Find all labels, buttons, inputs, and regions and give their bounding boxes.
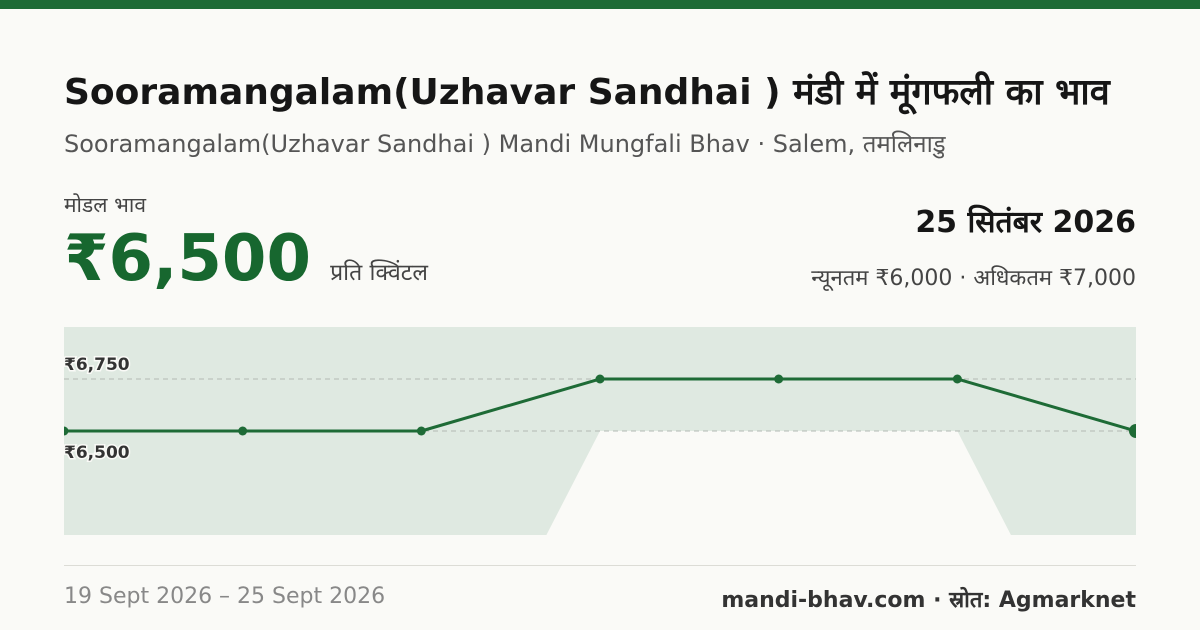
data-point <box>238 426 248 436</box>
price-unit: प्रति क्विंटल <box>330 260 428 286</box>
y-tick-label: ₹6,500 <box>64 443 130 463</box>
data-point <box>416 426 426 436</box>
modal-price-label: मोडल भाव <box>64 193 147 217</box>
footer-divider <box>64 565 1136 566</box>
min-max-price: न्यूनतम ₹6,000 · अधिकतम ₹7,000 <box>811 266 1136 291</box>
data-point <box>64 426 69 436</box>
date-range: 19 Sept 2026 – 25 Sept 2026 <box>64 584 386 609</box>
latest-data-point <box>1129 424 1136 438</box>
data-point <box>952 374 962 384</box>
y-tick-label: ₹6,750 <box>64 355 130 375</box>
page-subtitle: Sooramangalam(Uzhavar Sandhai ) Mandi Mu… <box>64 130 946 158</box>
price-date: 25 सितंबर 2026 <box>915 205 1136 240</box>
modal-price-value: ₹6,500 <box>64 222 311 296</box>
source-credit: mandi-bhav.com · स्रोत: Agmarknet <box>721 588 1136 613</box>
data-point <box>774 374 784 384</box>
data-point <box>595 374 605 384</box>
price-row: ₹6,500 प्रति क्विंटल <box>64 222 428 296</box>
page-title: Sooramangalam(Uzhavar Sandhai ) मंडी में… <box>64 72 1110 113</box>
price-chart: ₹6,750 ₹6,500 <box>64 327 1136 535</box>
top-accent-bar <box>0 0 1200 9</box>
